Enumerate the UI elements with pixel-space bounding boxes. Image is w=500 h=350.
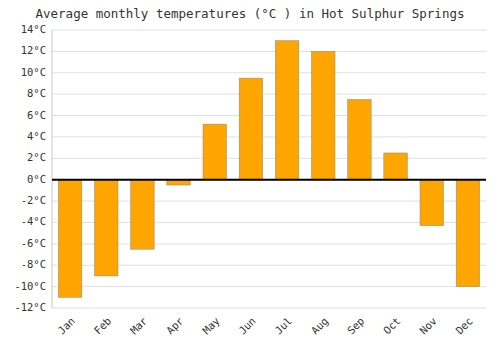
y-tick-label: -2°C xyxy=(21,194,46,206)
bar xyxy=(94,180,118,276)
y-tick-label: -8°C xyxy=(21,258,46,270)
zero-line xyxy=(52,179,486,181)
grid-line xyxy=(52,179,486,180)
y-tick-label: -4°C xyxy=(21,215,46,227)
y-tick-label: 6°C xyxy=(27,109,46,121)
y-axis-line xyxy=(52,30,53,308)
bar xyxy=(456,180,480,287)
x-tick-label: Nov xyxy=(417,315,439,337)
y-tick-label: 14°C xyxy=(21,23,46,35)
bar xyxy=(420,180,444,226)
grid-line xyxy=(52,158,486,159)
bar xyxy=(384,153,408,180)
x-tick-label: Dec xyxy=(453,315,475,337)
x-tick-label: Jul xyxy=(272,315,294,337)
grid xyxy=(52,30,486,308)
y-tick-label: -12°C xyxy=(14,301,46,313)
y-tick-label: 0°C xyxy=(27,173,46,185)
grid-line xyxy=(52,136,486,137)
x-tick-label: Oct xyxy=(381,315,403,337)
x-tick-label: Sep xyxy=(345,315,367,337)
x-tick-label: Aug xyxy=(308,315,330,337)
y-tick-label: 10°C xyxy=(21,66,46,78)
grid-line xyxy=(52,308,486,309)
y-tick-label: 2°C xyxy=(27,151,46,163)
x-tick-label: May xyxy=(200,315,222,337)
bars xyxy=(58,41,479,298)
grid-line xyxy=(52,115,486,116)
bar xyxy=(311,51,335,179)
grid-line xyxy=(52,286,486,287)
x-tick-label: Jun xyxy=(236,315,258,337)
y-tick-label: -10°C xyxy=(14,280,46,292)
grid-line xyxy=(52,72,486,73)
x-tick-label: Feb xyxy=(91,315,113,337)
grid-line xyxy=(52,51,486,52)
bar xyxy=(58,180,82,298)
y-tick-label: 8°C xyxy=(27,87,46,99)
bar xyxy=(131,180,155,250)
bar xyxy=(239,78,263,180)
x-tick-label: Apr xyxy=(164,315,186,337)
y-tick-label: 12°C xyxy=(21,44,46,56)
x-tick-label: Jan xyxy=(55,315,77,337)
bar xyxy=(275,41,299,180)
y-tick-label: 4°C xyxy=(27,130,46,142)
title: Average monthly temperatures (°C ) in Ho… xyxy=(36,6,465,21)
chart: -12°C -10°C -8°C -6°C -4°C -2°C 0°C 2°C 4°C 6°C 8°… xyxy=(0,0,500,350)
grid-line xyxy=(52,94,486,95)
bar xyxy=(348,100,372,180)
bar xyxy=(203,124,227,180)
x-tick-label: Mar xyxy=(128,315,150,337)
grid-line xyxy=(52,30,486,31)
y-tick-label: -6°C xyxy=(21,237,46,249)
